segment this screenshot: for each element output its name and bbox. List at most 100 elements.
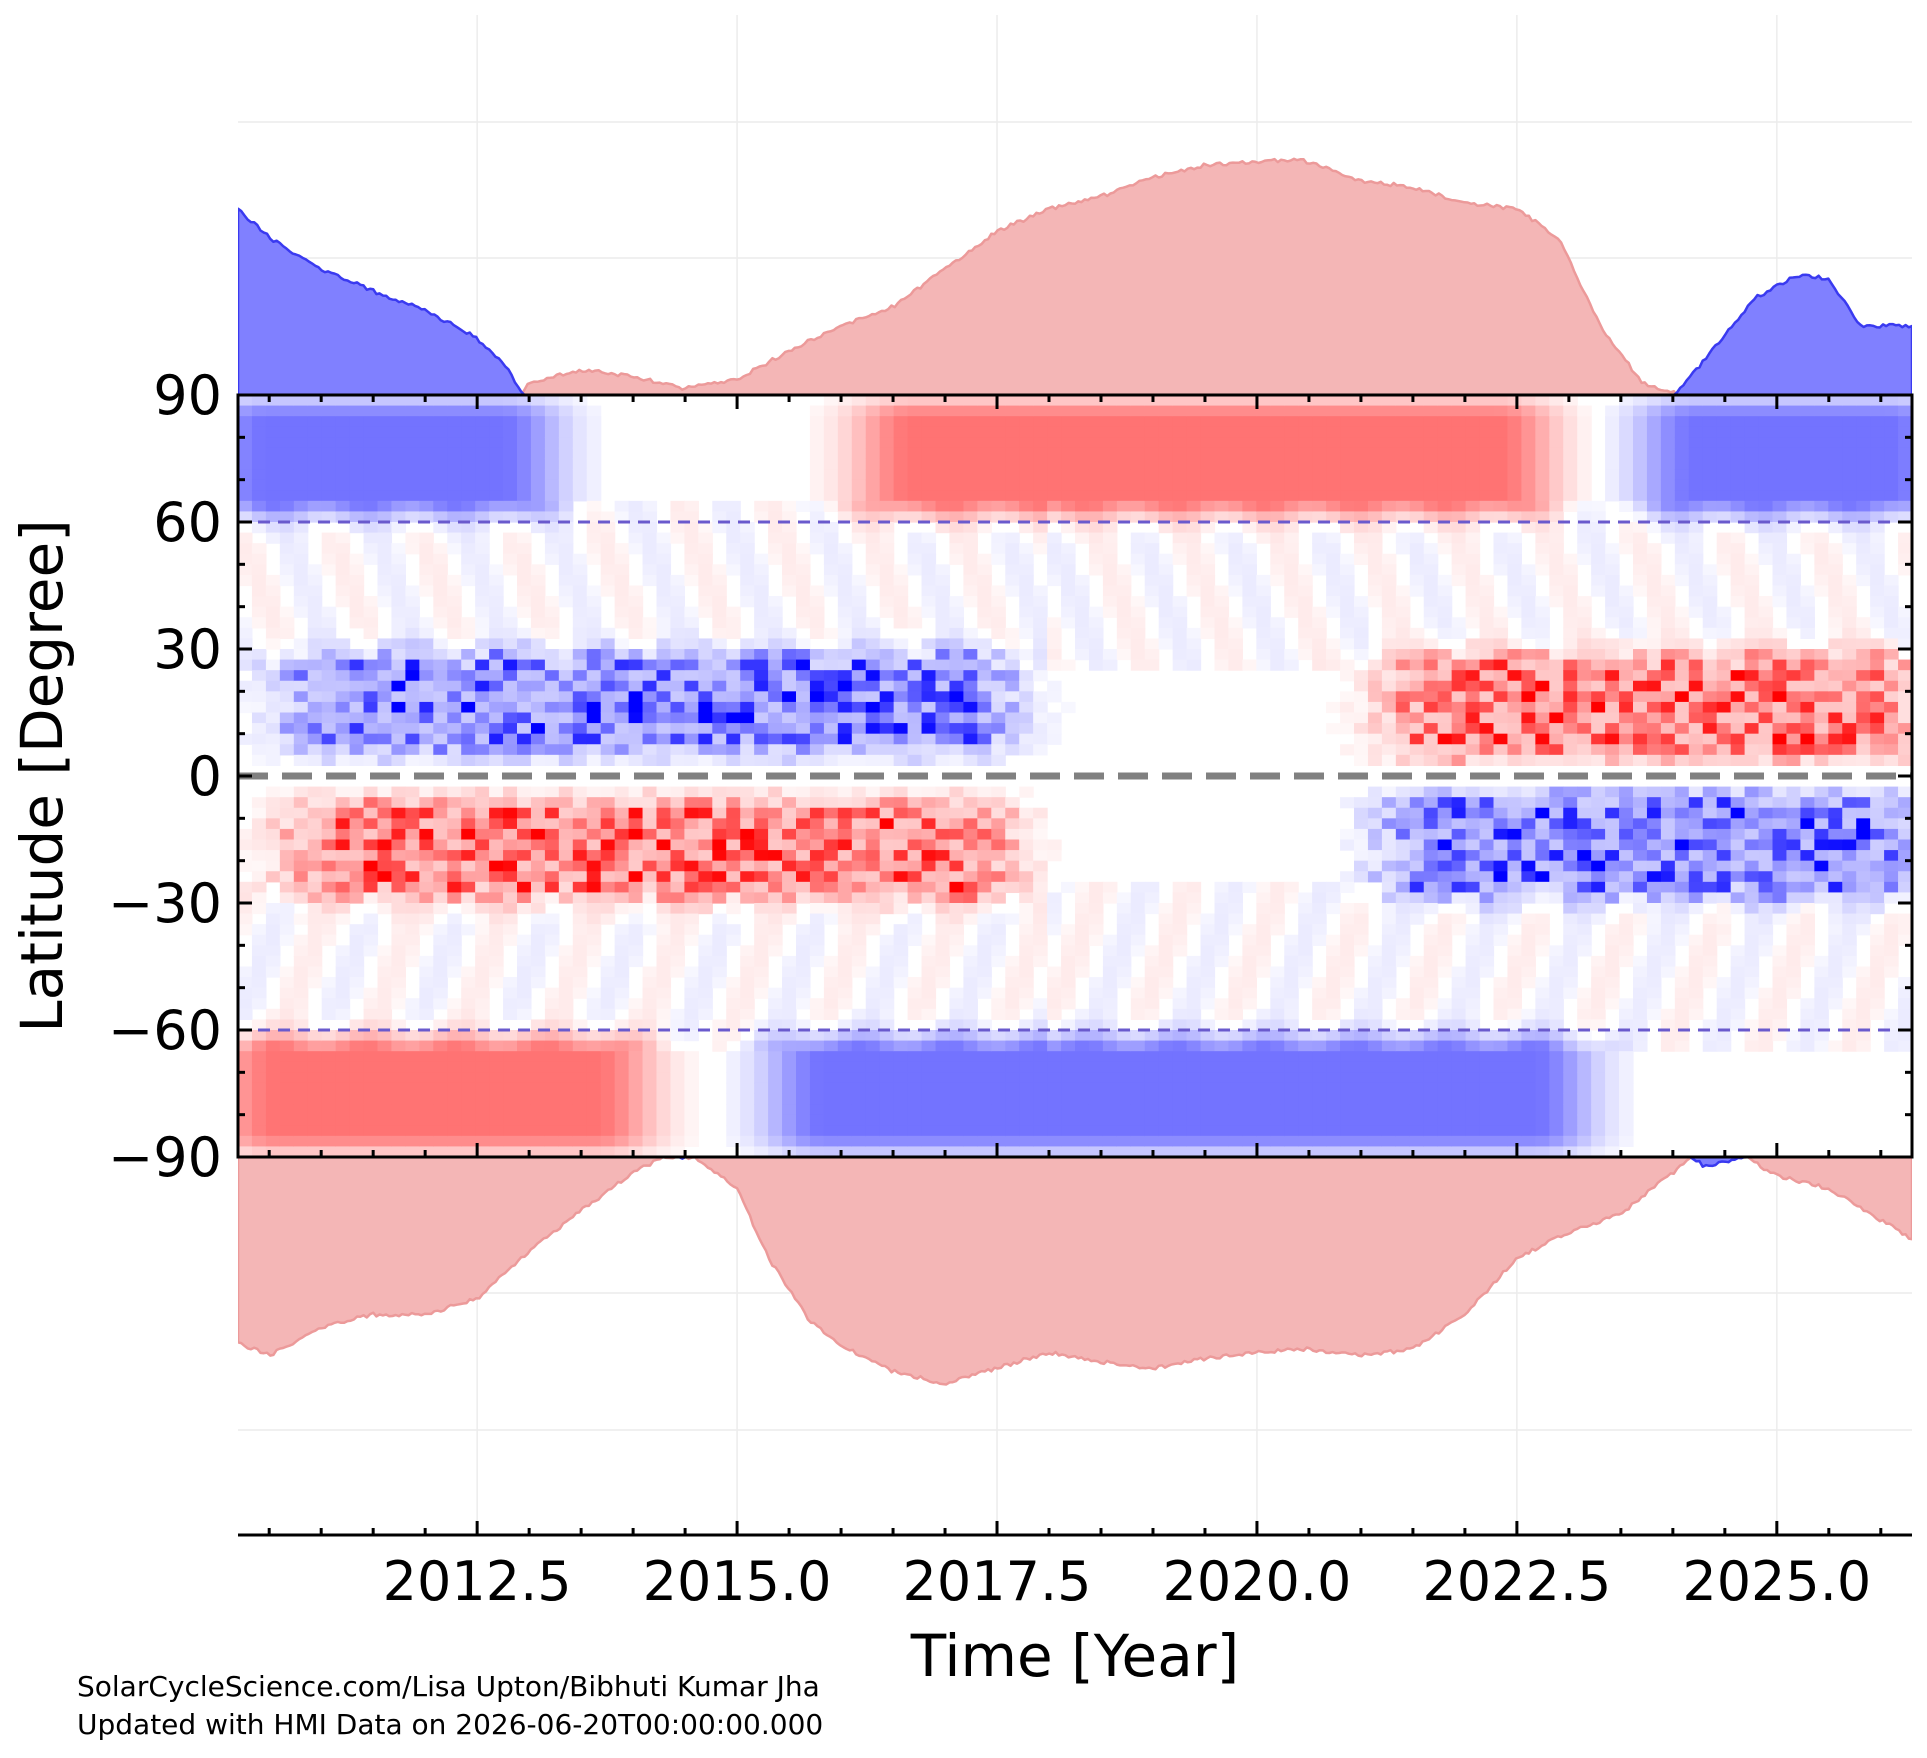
heatmap-cell: [1061, 1135, 1076, 1148]
heatmap-cell: [1256, 405, 1271, 417]
heatmap-cell: [363, 987, 379, 999]
heatmap-cell: [1270, 617, 1285, 629]
heatmap-cell: [1172, 405, 1188, 417]
heatmap-cell: [1340, 1072, 1355, 1084]
heatmap-cell: [1298, 469, 1313, 481]
heatmap-cell: [363, 712, 379, 724]
heatmap-cell: [949, 638, 964, 650]
heatmap-cell: [238, 469, 253, 481]
heatmap-cell: [1214, 458, 1230, 470]
heatmap-cell: [684, 818, 699, 830]
heatmap-cell: [991, 511, 1006, 523]
heatmap-cell: [1130, 532, 1146, 544]
heatmap-cell: [684, 543, 699, 555]
heatmap-cell: [754, 617, 769, 629]
heatmap-cell: [768, 1146, 783, 1157]
heatmap-cell: [1061, 924, 1076, 936]
heatmap-cell: [433, 712, 448, 724]
heatmap-cell: [1298, 458, 1313, 470]
heatmap-cell: [1451, 490, 1467, 502]
heatmap-cell: [851, 1072, 867, 1084]
heatmap-cell: [1340, 490, 1355, 502]
heatmap-cell: [1061, 881, 1076, 894]
heatmap-cell: [503, 744, 518, 756]
heatmap-cell: [251, 998, 267, 1010]
heatmap-cell: [293, 405, 309, 417]
heatmap-cell: [1340, 839, 1355, 851]
heatmap-cell: [475, 638, 490, 650]
heatmap-cell: [614, 1093, 630, 1105]
heatmap-cell: [1144, 881, 1160, 894]
heatmap-cell: [405, 1093, 420, 1105]
heatmap-cell: [670, 744, 685, 756]
heatmap-cell: [1256, 1072, 1271, 1084]
heatmap-cell: [238, 881, 253, 894]
heatmap-cell: [558, 1040, 574, 1052]
heatmap-cell: [517, 786, 532, 798]
heatmap-cell: [475, 490, 490, 502]
heatmap-cell: [1075, 447, 1090, 460]
heatmap-cell: [335, 553, 351, 565]
heatmap-cell: [503, 1082, 518, 1095]
heatmap-cell: [405, 1030, 420, 1042]
heatmap-cell: [991, 1135, 1006, 1148]
heatmap-cell: [419, 1072, 434, 1084]
heatmap-cell: [1228, 1114, 1243, 1126]
heatmap-cell: [265, 1093, 281, 1105]
heatmap-cell: [349, 447, 365, 460]
heatmap-cell: [851, 1104, 867, 1116]
heatmap-cell: [1019, 1135, 1034, 1148]
heatmap-cell: [1423, 903, 1439, 915]
heatmap-cell: [837, 871, 853, 883]
heatmap-cell: [1075, 1051, 1090, 1063]
heatmap-cell: [335, 670, 351, 682]
heatmap-cell: [1116, 924, 1132, 936]
heatmap-cell: [921, 1093, 937, 1105]
heatmap-cell: [949, 500, 964, 513]
heatmap-cell: [544, 786, 560, 798]
heatmap-cell: [949, 458, 964, 470]
heatmap-cell: [544, 1008, 560, 1021]
heatmap-cell: [489, 1104, 504, 1116]
heatmap-cell: [1186, 1030, 1202, 1042]
heatmap-cell: [698, 701, 713, 714]
heatmap-cell: [251, 1146, 267, 1157]
heatmap-cell: [642, 1040, 658, 1052]
heatmap-cell: [1256, 1008, 1271, 1021]
heatmap-cell: [1256, 1146, 1271, 1157]
heatmap-cell: [251, 723, 267, 735]
heatmap-cell: [754, 511, 769, 523]
heatmap-cell: [614, 924, 630, 936]
heatmap-cell: [1019, 437, 1034, 449]
heatmap-cell: [572, 966, 588, 978]
heatmap-cell: [963, 1146, 978, 1157]
heatmap-cell: [963, 987, 978, 999]
heatmap-cell: [419, 1051, 434, 1063]
heatmap-cell: [1270, 1082, 1285, 1095]
heatmap-cell: [377, 860, 393, 872]
heatmap-cell: [614, 617, 630, 629]
heatmap-cell: [1130, 479, 1146, 491]
heatmap-cell: [447, 881, 462, 894]
heatmap-cell: [293, 1104, 309, 1116]
heatmap-cell: [684, 511, 699, 523]
heatmap-cell: [572, 818, 588, 830]
heatmap-cell: [1005, 469, 1020, 481]
heatmap-cell: [447, 522, 462, 534]
heatmap-cell: [419, 977, 434, 989]
heatmap-cell: [251, 945, 267, 957]
heatmap-cell: [879, 416, 895, 428]
heatmap-cell: [1047, 1008, 1062, 1021]
heatmap-cell: [782, 998, 797, 1010]
heatmap-cell: [1130, 977, 1146, 989]
heatmap-cell: [1340, 1019, 1355, 1031]
heatmap-cell: [935, 395, 951, 407]
heatmap-cell: [1340, 934, 1355, 946]
heatmap-cell: [977, 924, 992, 936]
heatmap-cell: [1130, 934, 1146, 946]
heatmap-cell: [238, 1061, 253, 1073]
heatmap-cell: [1381, 617, 1397, 629]
heatmap-cell: [461, 659, 476, 671]
heatmap-cell: [977, 1040, 992, 1052]
heatmap-cell: [1019, 627, 1034, 640]
